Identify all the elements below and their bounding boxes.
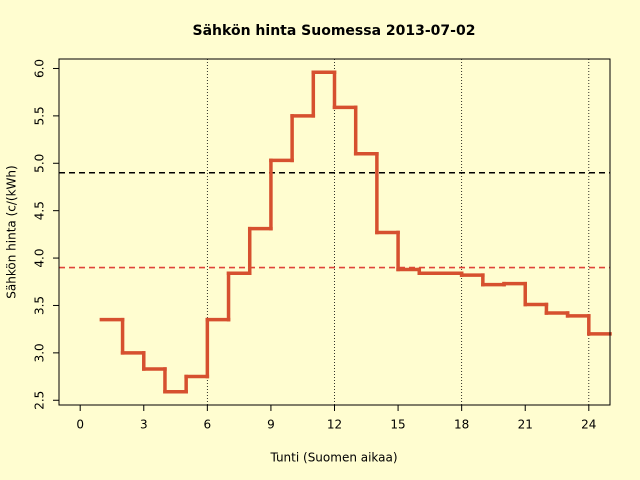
- y-axis-title: Sähkön hinta (c/(kWh): [5, 165, 19, 298]
- x-tick-label: 9: [267, 418, 275, 432]
- x-tick-label: 15: [390, 418, 405, 432]
- x-tick-label: 6: [204, 418, 212, 432]
- y-tick-label: 4.5: [33, 201, 47, 220]
- x-tick-label: 24: [581, 418, 596, 432]
- x-tick-label: 0: [76, 418, 84, 432]
- y-tick-label: 4.0: [33, 249, 47, 268]
- y-tick-label: 3.0: [33, 343, 47, 362]
- y-tick-label: 6.0: [33, 59, 47, 78]
- x-tick-label: 18: [454, 418, 469, 432]
- x-tick-label: 12: [327, 418, 342, 432]
- chart-title: Sähkön hinta Suomessa 2013-07-02: [193, 23, 476, 39]
- y-tick-label: 5.0: [33, 154, 47, 173]
- plot-frame: [58, 58, 611, 406]
- y-tick-label: 3.5: [33, 296, 47, 315]
- y-tick-label: 5.5: [33, 106, 47, 125]
- x-tick-label: 21: [518, 418, 533, 432]
- x-axis-title: Tunti (Suomen aikaa): [269, 451, 397, 465]
- x-tick-label: 3: [140, 418, 148, 432]
- y-tick-label: 2.5: [33, 391, 47, 410]
